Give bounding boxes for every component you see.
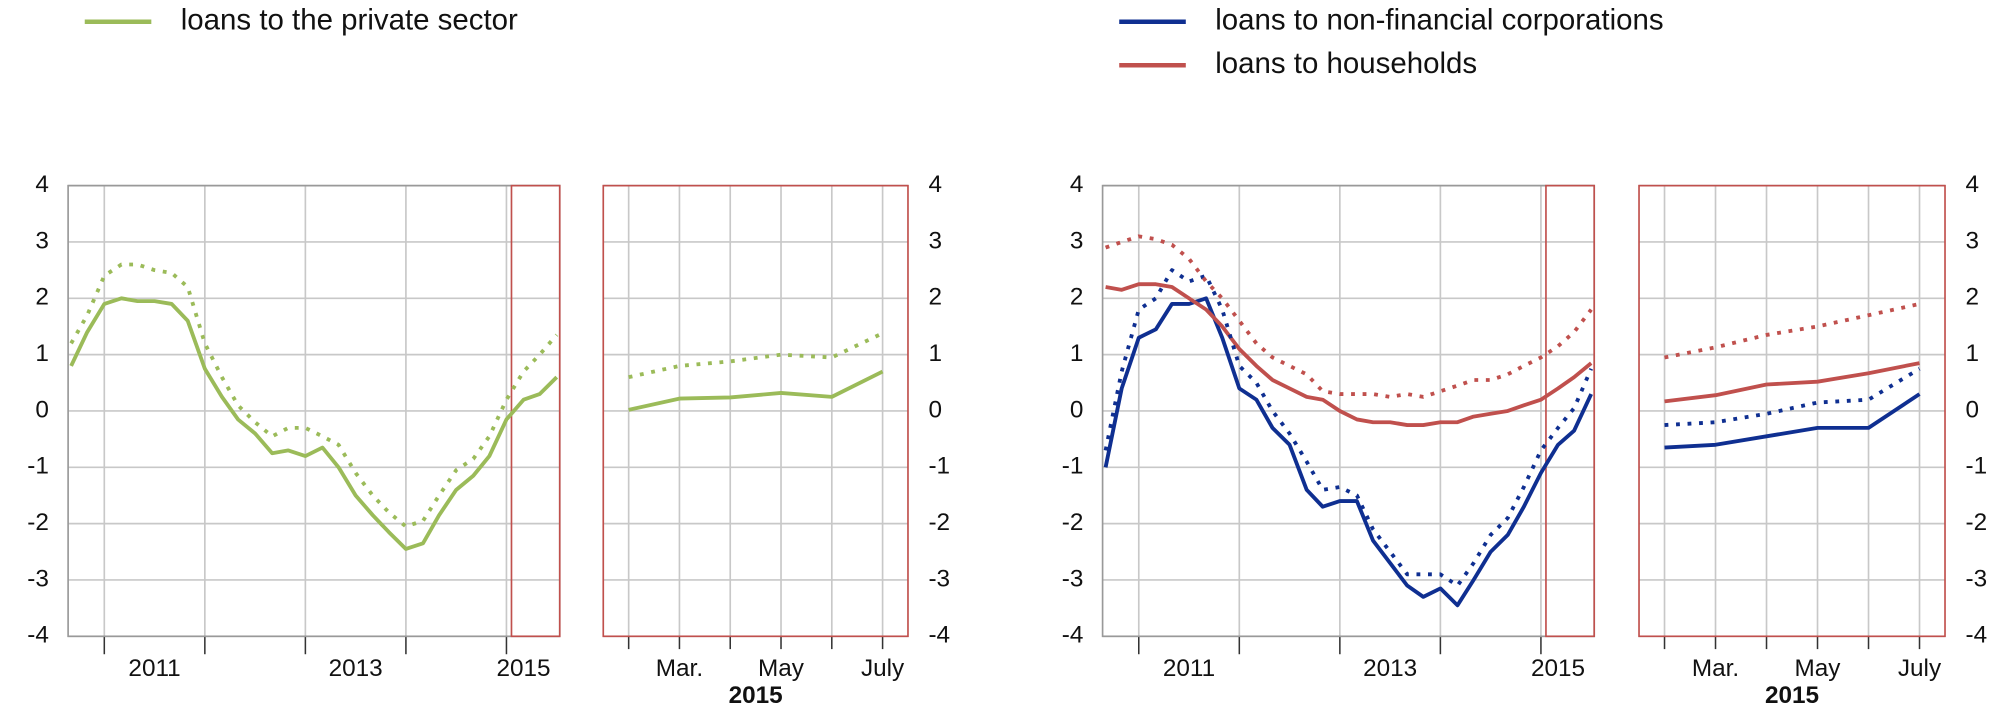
y-tick-label: 1 (1965, 340, 1979, 367)
y-tick-label: 0 (928, 396, 942, 423)
x-tick-label: May (758, 655, 805, 682)
x-tick-label: July (1898, 655, 1942, 682)
series-line (1664, 367, 1921, 427)
y-tick-label: 3 (35, 227, 49, 254)
y-tick-label: -1 (928, 453, 950, 480)
x-axis-label: 2015 (1765, 682, 1819, 708)
y-tick-label: -3 (27, 565, 49, 592)
legend-label: loans to households (1215, 47, 1477, 80)
y-tick-label: -2 (1965, 509, 1987, 536)
y-tick-label: 1 (928, 340, 942, 367)
series-line (1664, 302, 1920, 360)
y-tick-label: -3 (1965, 565, 1987, 592)
x-tick-label: 2013 (1363, 655, 1417, 682)
x-tick-label: Mar. (1692, 655, 1739, 682)
y-tick-label: 3 (928, 227, 942, 254)
y-tick-label: -3 (1062, 565, 1084, 592)
series-line (1105, 282, 1593, 427)
y-tick-label: -4 (928, 622, 950, 649)
series-line (628, 331, 884, 380)
x-tick-label: July (861, 655, 905, 682)
y-tick-label: -3 (928, 565, 950, 592)
y-tick-label: -2 (27, 509, 49, 536)
y-tick-label: 4 (1070, 171, 1084, 198)
y-tick-label: -1 (1965, 453, 1987, 480)
x-tick-label: 2015 (496, 655, 550, 682)
y-tick-label: 2 (1965, 284, 1979, 311)
y-tick-label: -4 (1965, 622, 1987, 649)
y-tick-label: 2 (928, 284, 942, 311)
x-tick-label: May (1795, 655, 1842, 682)
series-line (1664, 392, 1921, 450)
x-tick-label: 2011 (128, 655, 180, 682)
y-tick-label: 4 (1965, 171, 1979, 198)
x-tick-label: 2015 (1531, 655, 1585, 682)
series-line (69, 262, 559, 529)
y-tick-label: 4 (928, 171, 942, 198)
x-tick-label: 2011 (1163, 655, 1215, 682)
y-tick-label: 1 (1070, 340, 1084, 367)
x-axis-label: 2015 (729, 682, 783, 708)
y-tick-label: -1 (27, 453, 49, 480)
series-line (1664, 361, 1920, 404)
y-tick-label: 0 (1965, 396, 1979, 423)
legend-label: loans to non-financial corporations (1215, 4, 1663, 37)
y-tick-label: 1 (35, 340, 49, 367)
series-line (69, 296, 559, 551)
y-tick-label: 2 (35, 284, 49, 311)
y-tick-label: 2 (1070, 284, 1084, 311)
plot-frame (1638, 184, 1946, 638)
y-tick-label: 0 (35, 396, 49, 423)
series-line (1104, 234, 1593, 399)
y-tick-label: -2 (928, 509, 950, 536)
series-line (628, 369, 884, 412)
y-tick-label: -4 (27, 622, 49, 649)
y-tick-label: -1 (1062, 453, 1084, 480)
x-tick-label: Mar. (656, 655, 703, 682)
y-tick-label: 0 (1070, 396, 1084, 423)
y-tick-label: 4 (35, 171, 49, 198)
series-line (1103, 296, 1593, 608)
series-line (1103, 268, 1593, 588)
y-tick-label: 3 (1965, 227, 1979, 254)
y-tick-label: -2 (1062, 509, 1084, 536)
plot-frame (602, 184, 909, 638)
highlight-box (1545, 184, 1596, 638)
y-tick-label: 3 (1070, 227, 1084, 254)
legend-label: loans to the private sector (181, 4, 518, 37)
y-tick-label: -4 (1062, 622, 1084, 649)
x-tick-label: 2013 (329, 655, 383, 682)
